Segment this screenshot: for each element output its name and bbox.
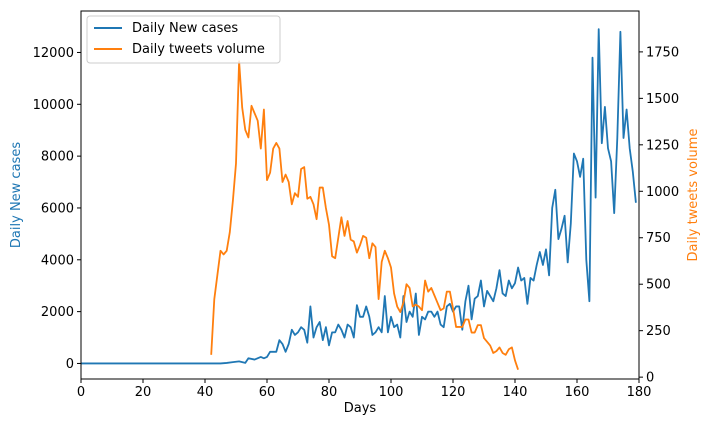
x-tick-label: 100: [379, 385, 404, 400]
legend-box: [86, 15, 281, 64]
legend-label-daily-tweets-volume: Daily tweets volume: [132, 42, 265, 57]
right-y-tick-label: 750: [646, 231, 671, 246]
right-y-axis-label: Daily tweets volume: [686, 129, 701, 262]
right-y-tick-label: 1500: [646, 92, 679, 107]
plot-area-frame: [80, 10, 640, 380]
left-y-tick-label: 12000: [33, 46, 74, 61]
x-tick-label: 120: [441, 385, 466, 400]
series-line-daily-new-cases: [81, 28, 637, 365]
left-y-tick-label: 0: [66, 357, 74, 372]
left-y-tick-label: 2000: [41, 305, 74, 320]
right-y-tick-label: 1750: [646, 45, 679, 60]
right-y-tick-label: 250: [646, 324, 671, 339]
x-tick-label: 140: [503, 385, 528, 400]
left-y-tick-label: 10000: [33, 98, 74, 113]
series-layer: [81, 28, 637, 370]
x-tick-label: 180: [627, 385, 652, 400]
x-tick-label: 0: [77, 385, 85, 400]
x-tick-label: 60: [259, 385, 276, 400]
x-axis-label: Days: [344, 401, 377, 416]
x-tick-label: 160: [565, 385, 590, 400]
right-y-tick-label: 1000: [646, 185, 679, 200]
left-y-axis-label: Daily New cases: [9, 142, 24, 248]
legend-label-daily-new-cases: Daily New cases: [132, 21, 238, 36]
legend: Daily New cases Daily tweets volume: [86, 15, 281, 64]
series-line-daily-tweets-volume: [210, 60, 519, 370]
right-y-tick-label: 500: [646, 278, 671, 293]
x-tick-label: 40: [197, 385, 214, 400]
right-y-tick-label: 1250: [646, 138, 679, 153]
left-y-tick-label: 4000: [41, 253, 74, 268]
left-y-axis: 0 2000 4000 6000 8000 10000 12000: [33, 46, 81, 372]
x-tick-label: 20: [135, 385, 152, 400]
x-tick-label: 80: [321, 385, 338, 400]
left-y-tick-label: 8000: [41, 150, 74, 165]
x-axis: 0 20 40 60 80 100 120 140 160 180: [77, 379, 652, 400]
left-y-tick-label: 6000: [41, 201, 74, 216]
right-y-tick-label: 0: [646, 371, 654, 386]
right-y-axis: 0 250 500 750 1000 1250 1500 1750: [639, 45, 679, 386]
